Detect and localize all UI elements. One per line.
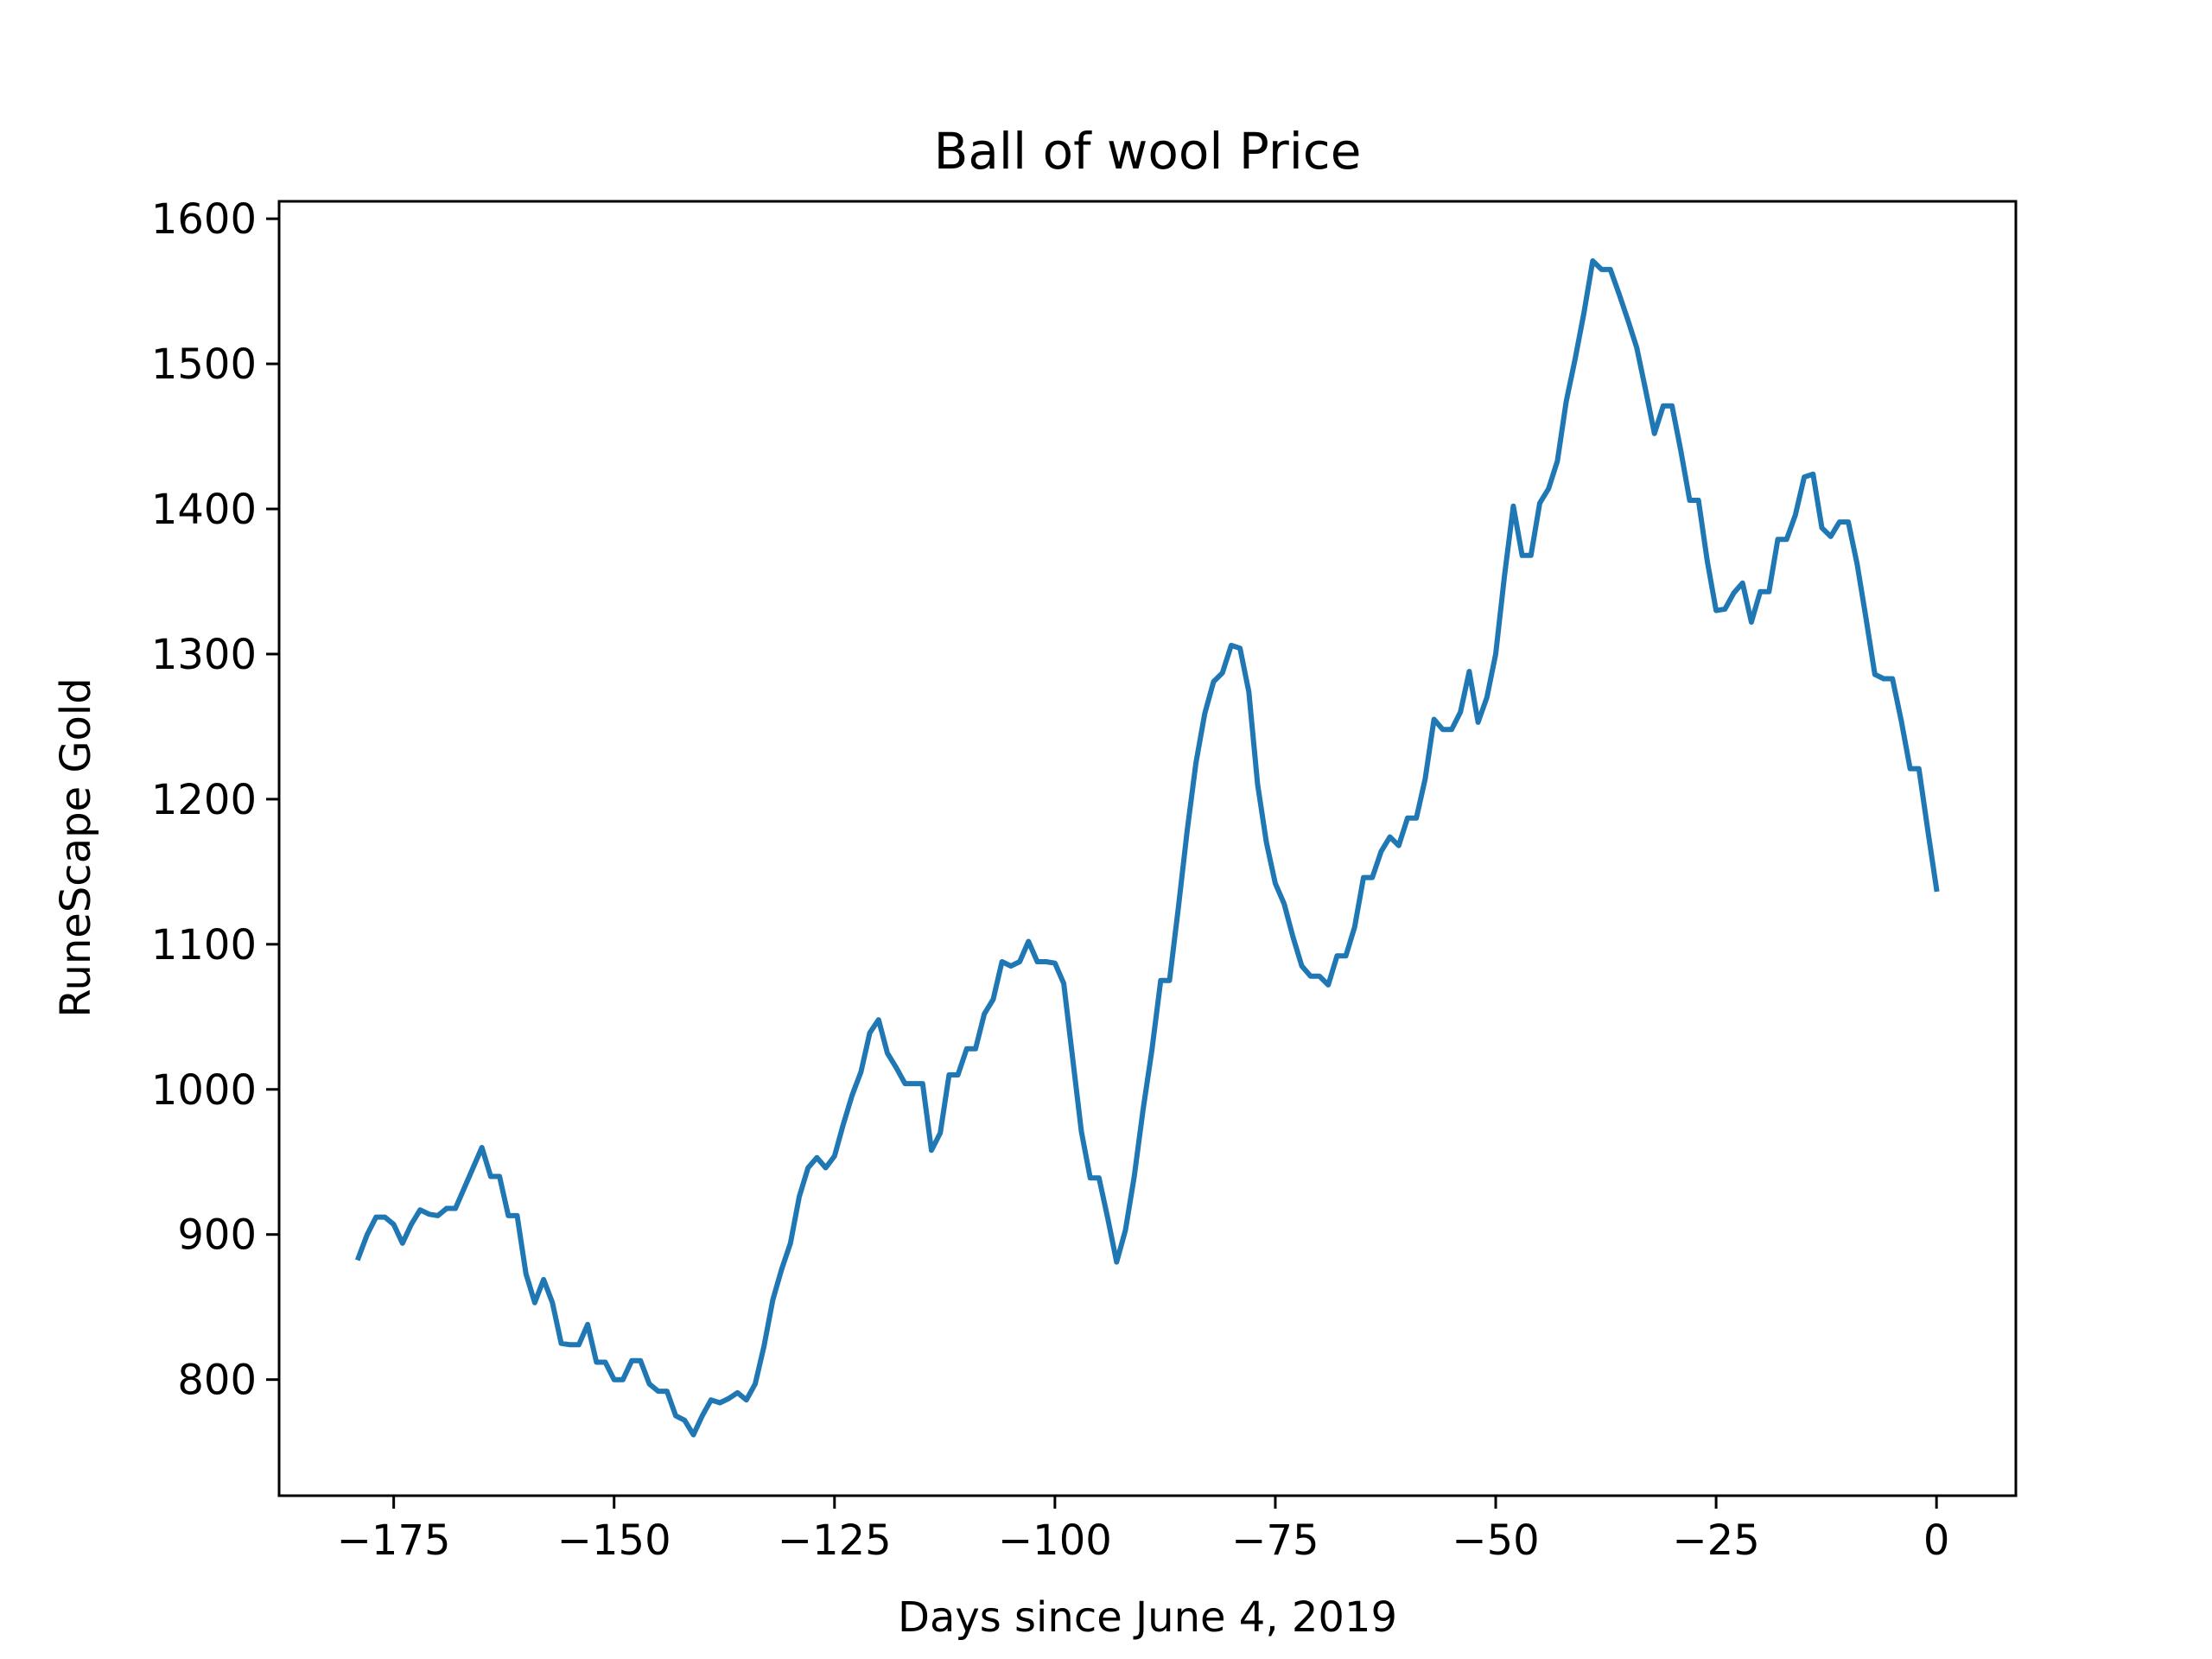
x-tick-label: 0 bbox=[1923, 1516, 1950, 1565]
y-axis-label: RuneScape Gold bbox=[52, 677, 100, 1017]
y-tick-label: 1400 bbox=[151, 486, 257, 534]
x-tick-label: −150 bbox=[557, 1516, 671, 1565]
y-tick-label: 1000 bbox=[151, 1066, 257, 1115]
x-axis: −175 −150 −125 −100 −75 −50 −25 0 bbox=[337, 1496, 1950, 1565]
x-tick-label: −175 bbox=[337, 1516, 451, 1565]
y-tick-label: 800 bbox=[177, 1357, 257, 1405]
y-tick-label: 1200 bbox=[151, 776, 257, 824]
plot-area bbox=[277, 200, 2018, 1497]
y-tick-label: 900 bbox=[177, 1211, 257, 1260]
x-tick-label: −100 bbox=[998, 1516, 1112, 1565]
chart-title: Ball of wool Price bbox=[934, 122, 1362, 181]
plot-frame bbox=[277, 200, 2018, 1497]
y-tick-label: 1100 bbox=[151, 921, 257, 969]
series-line-0 bbox=[354, 257, 1940, 1438]
x-tick-label: −75 bbox=[1231, 1516, 1319, 1565]
x-tick-label: −125 bbox=[778, 1516, 892, 1565]
y-axis: 800 900 1000 1100 1200 1300 1400 1500 1600 bbox=[151, 195, 279, 1405]
y-tick-label: 1600 bbox=[151, 195, 257, 244]
y-tick-label: 1300 bbox=[151, 631, 257, 679]
x-tick-label: −25 bbox=[1672, 1516, 1759, 1565]
x-tick-label: −50 bbox=[1452, 1516, 1539, 1565]
y-tick-label: 1500 bbox=[151, 340, 257, 389]
x-axis-label: Days since June 4, 2019 bbox=[898, 1593, 1397, 1642]
